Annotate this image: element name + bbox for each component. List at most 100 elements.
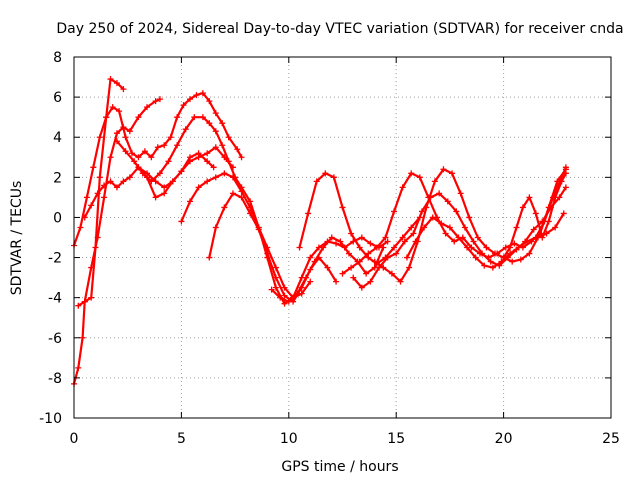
- data-point: [126, 128, 133, 135]
- data-point: [109, 104, 116, 111]
- data-point: [212, 174, 219, 181]
- data-point: [483, 244, 490, 251]
- data-point: [515, 244, 522, 251]
- data-series: [71, 76, 569, 387]
- data-point: [285, 298, 292, 305]
- data-point: [154, 144, 161, 151]
- data-point: [545, 218, 552, 225]
- grid: [74, 57, 611, 418]
- data-point: [268, 286, 275, 293]
- data-point: [128, 150, 135, 157]
- data-point: [399, 234, 406, 241]
- data-point: [272, 284, 279, 291]
- data-point: [204, 178, 211, 185]
- data-point: [272, 264, 279, 271]
- data-point: [455, 234, 462, 241]
- data-point: [225, 134, 232, 141]
- series-arc6: [135, 150, 217, 191]
- data-point: [107, 178, 114, 185]
- data-point: [103, 114, 110, 121]
- data-point: [94, 190, 101, 197]
- data-point: [507, 250, 514, 257]
- data-point: [333, 278, 340, 285]
- data-point: [562, 170, 569, 177]
- data-point: [294, 290, 301, 297]
- data-point: [492, 250, 499, 257]
- data-point: [210, 164, 217, 171]
- data-point: [272, 274, 279, 281]
- data-point: [96, 134, 103, 141]
- data-point: [174, 114, 181, 121]
- series-arc9: [268, 234, 387, 305]
- data-point: [212, 128, 219, 135]
- data-point: [380, 244, 387, 251]
- data-point: [507, 244, 514, 251]
- data-point: [388, 270, 395, 277]
- data-point: [539, 234, 546, 241]
- data-point: [532, 234, 539, 241]
- data-point: [451, 238, 458, 245]
- data-point: [90, 164, 97, 171]
- y-tick-label: -6: [48, 331, 62, 347]
- data-point: [358, 284, 365, 291]
- data-point: [532, 210, 539, 217]
- data-point: [562, 164, 569, 171]
- data-point: [339, 270, 346, 277]
- data-point: [356, 258, 363, 265]
- x-axis-label: GPS time / hours: [281, 459, 398, 475]
- data-point: [225, 158, 232, 165]
- x-tick-label: 20: [495, 431, 513, 447]
- data-point: [144, 104, 151, 111]
- data-point: [552, 194, 559, 201]
- data-point: [219, 120, 226, 127]
- data-point: [474, 234, 481, 241]
- data-point: [519, 204, 526, 211]
- data-point: [524, 238, 531, 245]
- data-point: [195, 150, 202, 157]
- data-point: [311, 258, 318, 265]
- data-point: [81, 214, 88, 221]
- data-point: [79, 334, 86, 341]
- data-point: [367, 278, 374, 285]
- data-point: [174, 142, 181, 149]
- data-point: [449, 170, 456, 177]
- series-arc7: [178, 170, 314, 301]
- data-point: [509, 258, 516, 265]
- data-point: [350, 274, 357, 281]
- data-point: [186, 154, 193, 161]
- data-point: [161, 190, 168, 197]
- series-trace: [115, 116, 389, 305]
- axis-ticks: 0 5 10 15 20 25 -10 -8 -6 -4 -2 0 2 4 6 8: [39, 50, 620, 447]
- data-point: [403, 254, 410, 261]
- data-point: [324, 264, 331, 271]
- data-point: [193, 92, 200, 99]
- series-arc15: [500, 170, 569, 261]
- data-point: [152, 178, 159, 185]
- data-point: [116, 108, 123, 115]
- data-point: [77, 224, 84, 231]
- data-point: [161, 142, 168, 149]
- data-point: [348, 230, 355, 237]
- data-point: [397, 278, 404, 285]
- data-point: [212, 224, 219, 231]
- data-point: [365, 250, 372, 257]
- data-point: [88, 202, 95, 209]
- data-point: [199, 90, 206, 97]
- data-point: [313, 178, 320, 185]
- data-point: [367, 240, 374, 247]
- data-point: [416, 174, 423, 181]
- data-point: [429, 214, 436, 221]
- data-point: [152, 194, 159, 201]
- data-point: [141, 148, 148, 155]
- data-point: [144, 170, 151, 177]
- data-point: [384, 238, 391, 245]
- data-point: [421, 224, 428, 231]
- data-point: [333, 240, 340, 247]
- data-point: [247, 210, 254, 217]
- series-arc11: [339, 166, 569, 277]
- data-point: [498, 258, 505, 265]
- data-point: [229, 190, 236, 197]
- data-point: [461, 224, 468, 231]
- data-point: [302, 274, 309, 281]
